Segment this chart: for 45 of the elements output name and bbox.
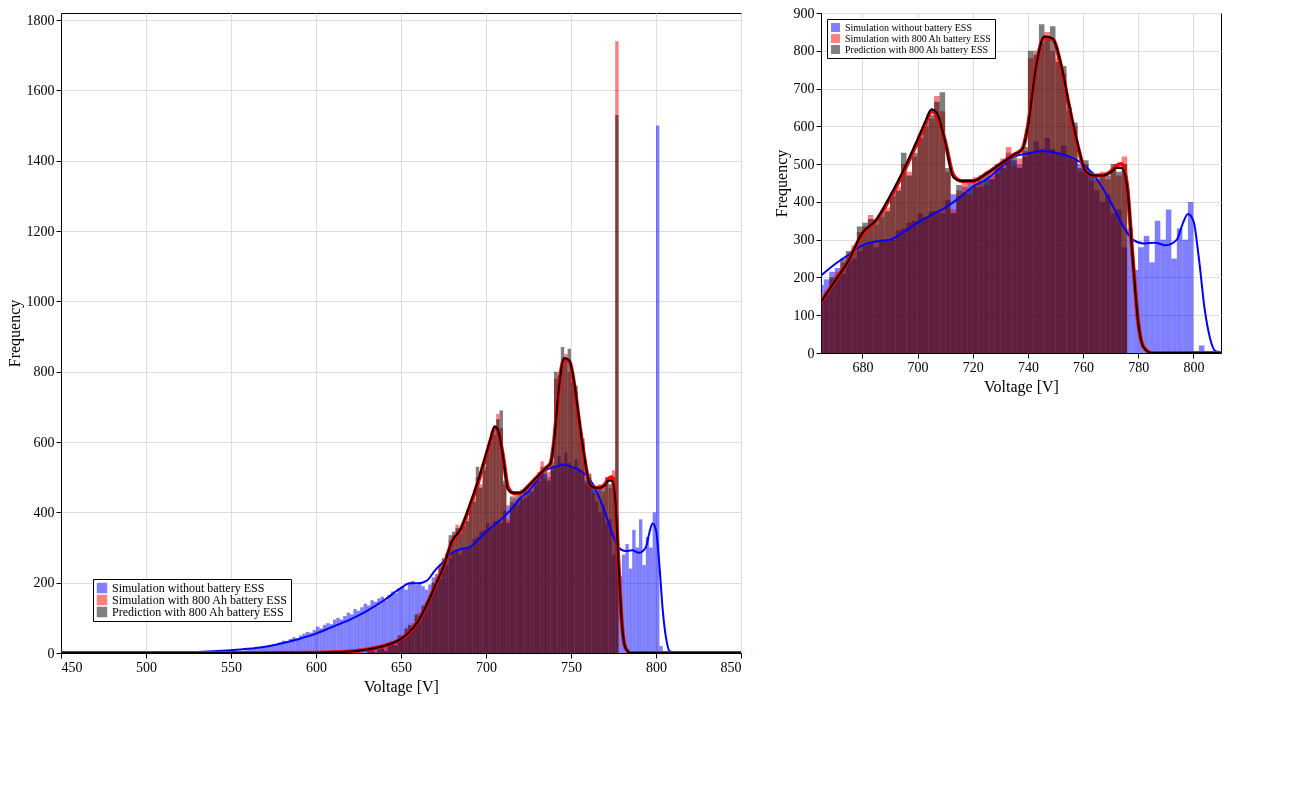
x-tick-label: 720 <box>962 359 984 375</box>
x-tick-label: 600 <box>306 659 327 675</box>
y-tick-label: 1200 <box>26 223 55 239</box>
y-tick-label: 900 <box>793 5 815 21</box>
y-tick-label: 600 <box>793 118 815 134</box>
x-tick-label: 740 <box>1017 359 1039 375</box>
x-tick-label: 850 <box>720 659 742 675</box>
y-tick-label: 200 <box>793 269 815 285</box>
legend-label: Simulation with 800 Ah battery ESS <box>845 32 991 44</box>
x-tick-label: 450 <box>61 659 83 675</box>
legend-label: Prediction with 800 Ah battery ESS <box>112 605 284 619</box>
x-tick-label: 750 <box>561 659 582 675</box>
y-axis-title: Frequency <box>5 299 24 368</box>
y-tick-label: 300 <box>793 232 815 248</box>
y-axis-title: Frequency <box>772 149 791 218</box>
x-tick-label: 800 <box>1183 359 1205 375</box>
x-tick-label: 700 <box>907 359 929 375</box>
y-tick-label: 1400 <box>26 153 55 169</box>
y-tick-label: 400 <box>793 194 815 210</box>
x-tick-label: 680 <box>852 359 874 375</box>
x-axis-title: Voltage [V] <box>984 377 1059 396</box>
x-tick-label: 780 <box>1128 359 1150 375</box>
y-tick-label: 1000 <box>26 293 55 309</box>
x-tick-label: 800 <box>646 659 667 675</box>
x-tick-label: 650 <box>391 659 412 675</box>
y-tick-label: 500 <box>793 156 815 172</box>
x-tick-label: 500 <box>136 659 157 675</box>
x-axis-title: Voltage [V] <box>364 677 439 696</box>
y-tick-label: 1800 <box>26 12 55 28</box>
x-tick-label: 760 <box>1073 359 1095 375</box>
legend-label: Prediction with 800 Ah battery ESS <box>845 43 989 55</box>
y-tick-label: 800 <box>793 43 815 59</box>
x-tick-label: 550 <box>221 659 242 675</box>
y-tick-label: 400 <box>33 504 55 520</box>
y-tick-label: 700 <box>793 81 815 97</box>
y-tick-label: 200 <box>33 575 55 591</box>
y-tick-label: 100 <box>793 307 815 323</box>
y-tick-label: 0 <box>807 345 815 361</box>
y-tick-label: 0 <box>47 645 55 661</box>
y-tick-label: 600 <box>33 434 55 450</box>
legend-label: Simulation with 800 Ah battery ESS <box>112 593 288 607</box>
y-tick-label: 1600 <box>26 82 55 98</box>
x-tick-label: 700 <box>476 659 497 675</box>
legend-label: Simulation without battery ESS <box>112 581 265 595</box>
legend-label: Simulation without battery ESS <box>845 21 972 33</box>
